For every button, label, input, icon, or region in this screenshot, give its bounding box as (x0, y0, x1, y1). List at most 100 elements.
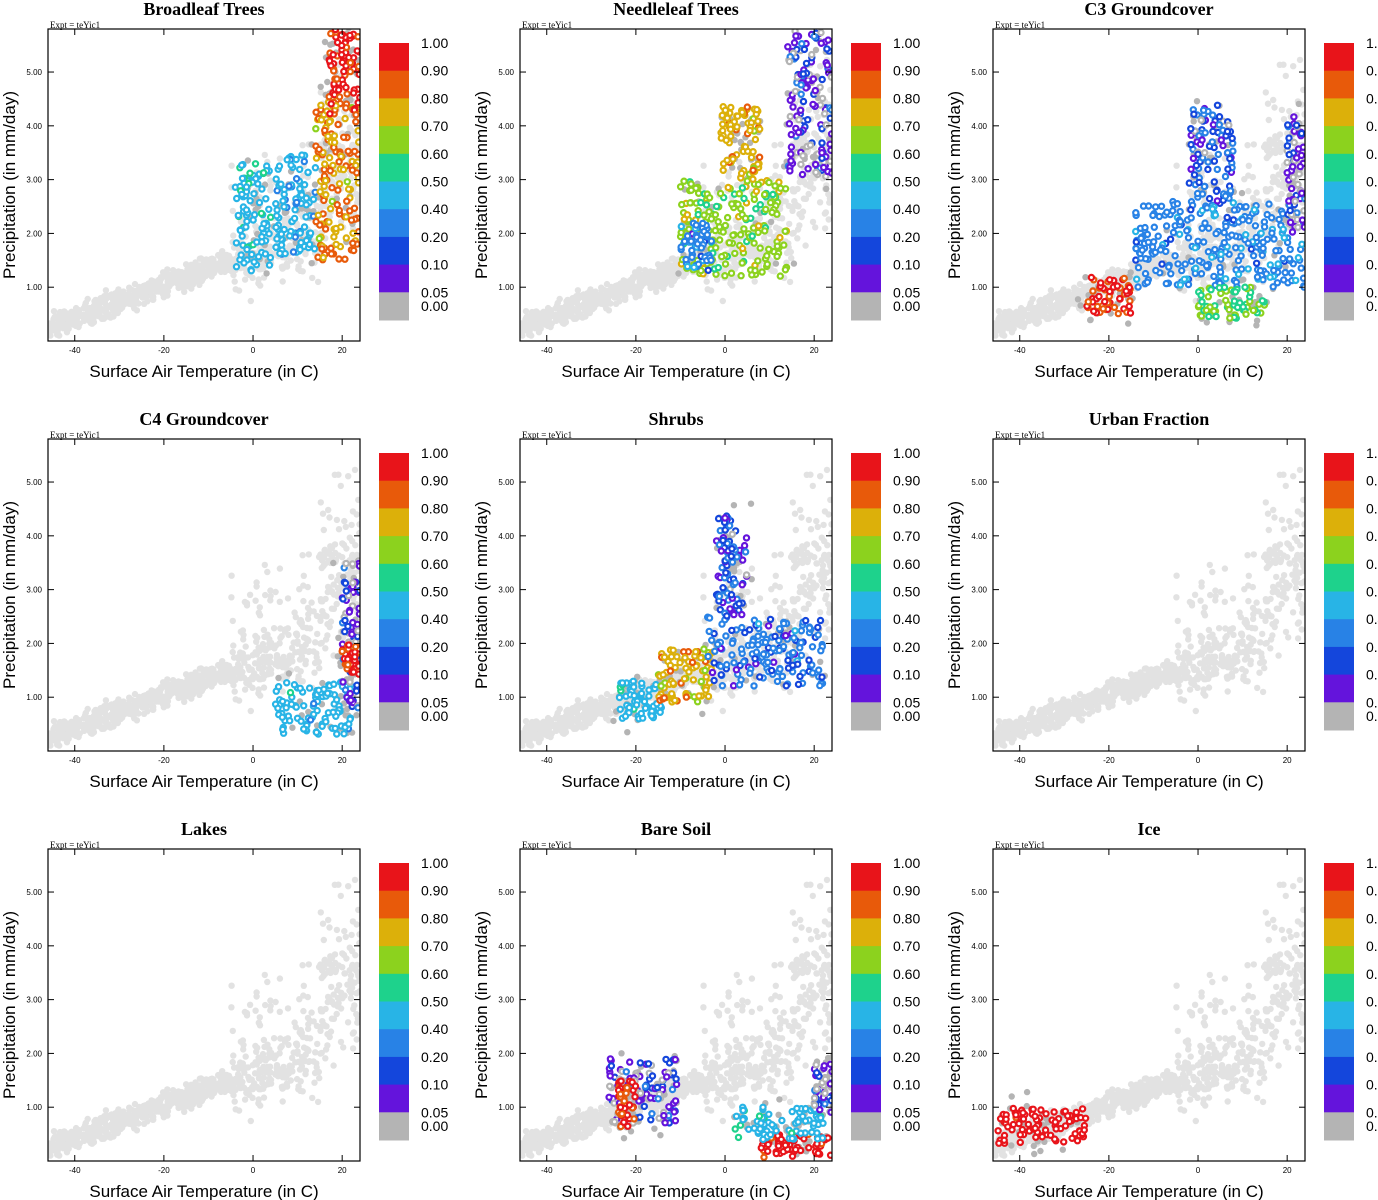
bg-point (302, 250, 309, 258)
bg-point (51, 326, 58, 333)
data-point (1286, 206, 1294, 215)
data-point (250, 258, 258, 266)
bg-point (1273, 178, 1281, 185)
data-point (298, 191, 306, 199)
bg-point (794, 235, 801, 242)
data-point (1242, 202, 1250, 211)
data-point (1216, 268, 1225, 276)
data-point (265, 205, 273, 213)
data-point (781, 227, 789, 235)
data-point (714, 263, 723, 272)
bg-point (247, 297, 254, 305)
y-tick-label: 1.00 (498, 283, 514, 292)
data-point (1202, 262, 1211, 270)
data-point (1287, 269, 1296, 277)
data-point (734, 200, 742, 208)
data-point (265, 229, 273, 238)
data-point (792, 32, 800, 40)
data-point (1285, 134, 1293, 142)
colorbar-label: 0.80 (421, 90, 448, 106)
data-point (1244, 265, 1252, 273)
bg-point (1266, 150, 1274, 158)
data-point (232, 194, 241, 203)
bg-point (641, 267, 649, 274)
data-point (292, 155, 300, 164)
bg-point (993, 320, 998, 327)
data-point (354, 179, 360, 187)
bg-point (828, 198, 832, 205)
data-point (1288, 228, 1297, 236)
plot-frame (47, 28, 361, 342)
data-point (334, 186, 342, 194)
data-point (776, 272, 785, 280)
bg-point (283, 260, 291, 267)
data-point (716, 189, 725, 198)
bg-point (341, 172, 348, 179)
data-point (354, 99, 360, 107)
data-point (326, 166, 334, 175)
zero-point (244, 157, 252, 164)
bg-point (805, 190, 812, 198)
colorbar-label: 0.05 (893, 284, 920, 300)
data-point (747, 153, 756, 162)
bg-point (1204, 230, 1212, 238)
data-point (332, 240, 340, 249)
data-point (300, 157, 308, 166)
data-point (1175, 230, 1184, 238)
data-point (335, 180, 344, 188)
data-point (290, 214, 299, 223)
y-tick-label: 5.00 (971, 68, 987, 77)
data-point (330, 67, 338, 75)
data-point (1266, 261, 1275, 269)
data-point (721, 260, 730, 268)
data-point (1096, 279, 1105, 287)
data-point (1267, 213, 1276, 222)
data-point (273, 235, 281, 243)
data-point (699, 219, 707, 228)
data-point (697, 198, 705, 207)
colorbar-segment (851, 209, 881, 238)
data-point (769, 190, 777, 199)
data-point (237, 251, 245, 259)
data-point (791, 87, 800, 96)
data-point (687, 180, 695, 188)
data-point (687, 237, 695, 245)
bg-point (776, 226, 783, 233)
panel-title: Needleleaf Trees (613, 0, 738, 19)
data-point (242, 206, 251, 214)
y-tick-label: 4.00 (26, 122, 42, 131)
bg-point (1048, 306, 1055, 313)
data-point (752, 205, 760, 213)
bg-point (163, 283, 170, 290)
data-point (240, 259, 248, 267)
bg-point (798, 213, 805, 221)
bg-point (713, 276, 721, 283)
data-point (786, 96, 795, 105)
data-point (721, 106, 730, 115)
data-point (721, 221, 730, 230)
colorbar-label: 0.00 (421, 298, 448, 314)
data-point (1259, 244, 1267, 253)
bg-point (750, 249, 758, 257)
data-point (731, 249, 739, 258)
bg-point (56, 332, 63, 339)
bg-point (635, 273, 643, 280)
data-point (325, 153, 334, 162)
bg-point (101, 298, 109, 305)
data-point (318, 245, 326, 253)
colorbar-label: 0.50 (893, 174, 920, 190)
bg-point (63, 329, 71, 336)
bg-point (1186, 188, 1194, 196)
data-point (280, 190, 288, 199)
data-point (816, 83, 824, 92)
bg-point (768, 239, 775, 246)
data-point (1224, 165, 1232, 173)
data-point (277, 180, 285, 188)
bg-point (1027, 299, 1035, 307)
bg-point (535, 329, 543, 336)
data-point (1100, 297, 1109, 306)
data-point (1141, 223, 1149, 232)
bg-point (1253, 189, 1260, 196)
bg-point (771, 142, 778, 149)
